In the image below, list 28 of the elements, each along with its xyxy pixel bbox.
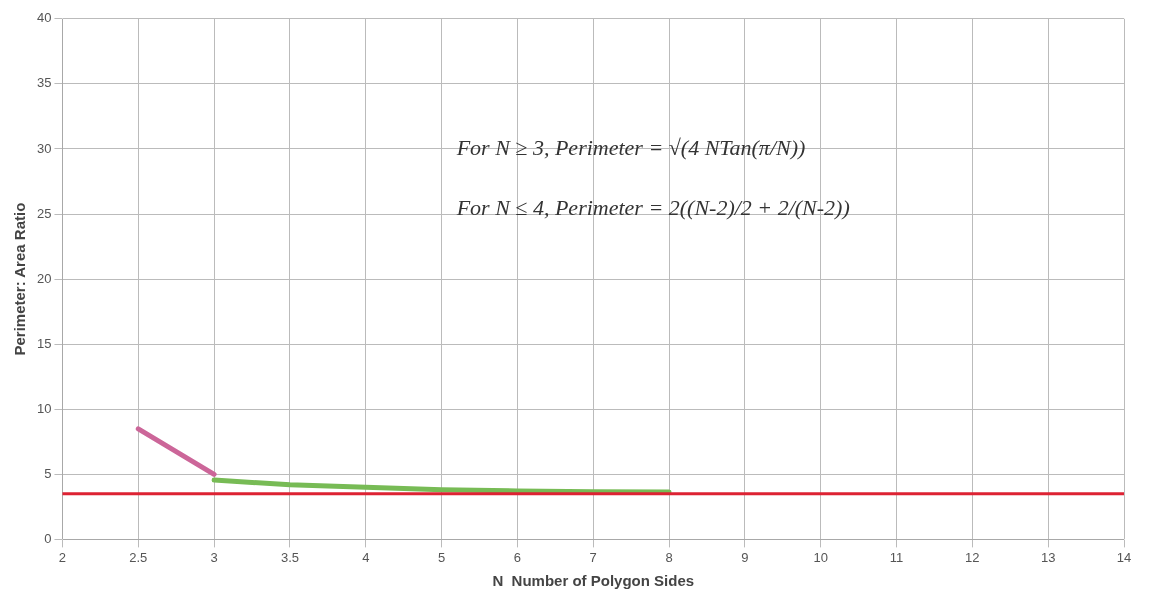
x-tick-label: 8: [665, 549, 673, 565]
y-tick-label: 10: [36, 400, 52, 416]
annotation: For N ≥ 3, Perimeter = √(4 NTan(π/N)): [455, 134, 806, 160]
y-axis-title: Perimeter: Area Ratio: [11, 202, 29, 356]
y-tick-label: 30: [36, 140, 52, 156]
x-tick-label: 12: [965, 549, 980, 565]
y-tick-label: 0: [44, 530, 52, 546]
y-tick-label: 15: [36, 335, 52, 351]
x-tick-label: 13: [1040, 549, 1056, 565]
x-axis-title: N Number of Polygon Sides: [492, 572, 695, 590]
y-tick-label: 20: [36, 270, 52, 286]
x-tick-label: 9: [741, 549, 749, 565]
x-tick-label: 3: [210, 549, 218, 565]
x-tick-label: 5: [437, 549, 446, 565]
y-tick-label: 40: [36, 10, 52, 26]
y-tick-label: 25: [36, 205, 52, 221]
annotation: For N ≤ 4, Perimeter = 2((N-2)/2 + 2/(N-2)): [455, 194, 850, 220]
x-tick-label: 14: [1116, 549, 1132, 565]
x-tick-label: 2.5: [129, 549, 148, 565]
x-tick-label: 2: [58, 549, 67, 565]
x-tick-label: 6: [513, 549, 522, 565]
y-tick-label: 35: [36, 75, 52, 91]
x-tick-label: 10: [813, 549, 828, 565]
x-tick-label: 4: [362, 549, 370, 565]
x-tick-label: 7: [589, 549, 597, 565]
x-tick-label: 3.5: [280, 549, 299, 565]
x-tick-label: 11: [889, 549, 904, 565]
y-tick-label: 5: [44, 465, 52, 481]
